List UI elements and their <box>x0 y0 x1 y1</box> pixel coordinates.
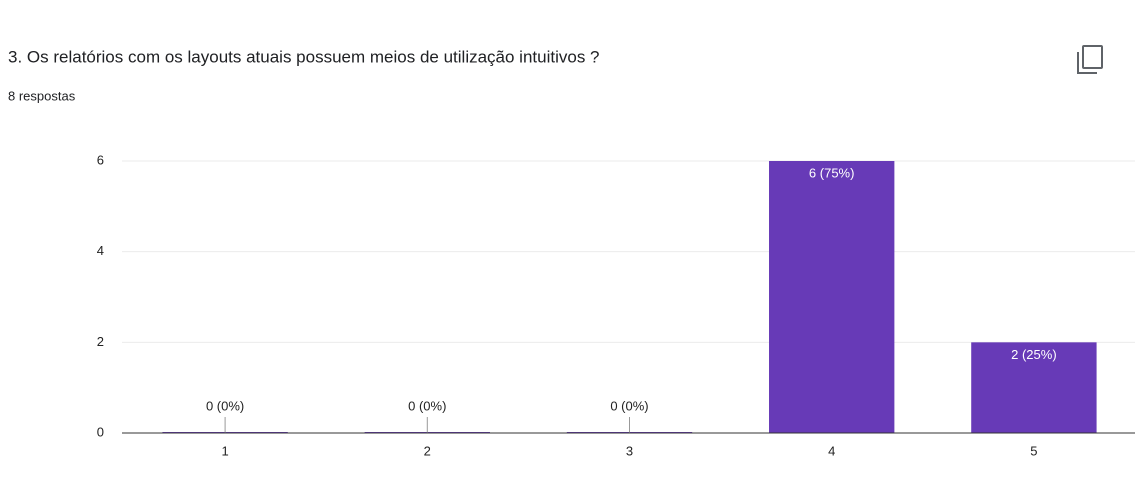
data-label: 0 (0%) <box>610 398 648 413</box>
bar <box>769 161 895 433</box>
y-tick-label: 6 <box>97 152 104 167</box>
x-tick-label: 5 <box>1030 443 1037 458</box>
y-tick-label: 0 <box>97 424 104 439</box>
chart-title: 3. Os relatórios com os layouts atuais p… <box>8 47 600 66</box>
x-tick-label: 3 <box>626 443 633 458</box>
x-tick-label: 4 <box>828 443 835 458</box>
x-tick-label: 2 <box>424 443 431 458</box>
chart-subtitle: 8 respostas <box>8 88 76 103</box>
y-tick-label: 2 <box>97 334 104 349</box>
data-label: 0 (0%) <box>408 398 446 413</box>
data-label: 0 (0%) <box>206 398 244 413</box>
data-label: 6 (75%) <box>809 165 855 180</box>
bar <box>971 342 1097 433</box>
copy-icon[interactable] <box>1077 45 1103 74</box>
data-label: 2 (25%) <box>1011 347 1057 362</box>
x-tick-label: 1 <box>221 443 228 458</box>
y-tick-label: 4 <box>97 243 104 258</box>
